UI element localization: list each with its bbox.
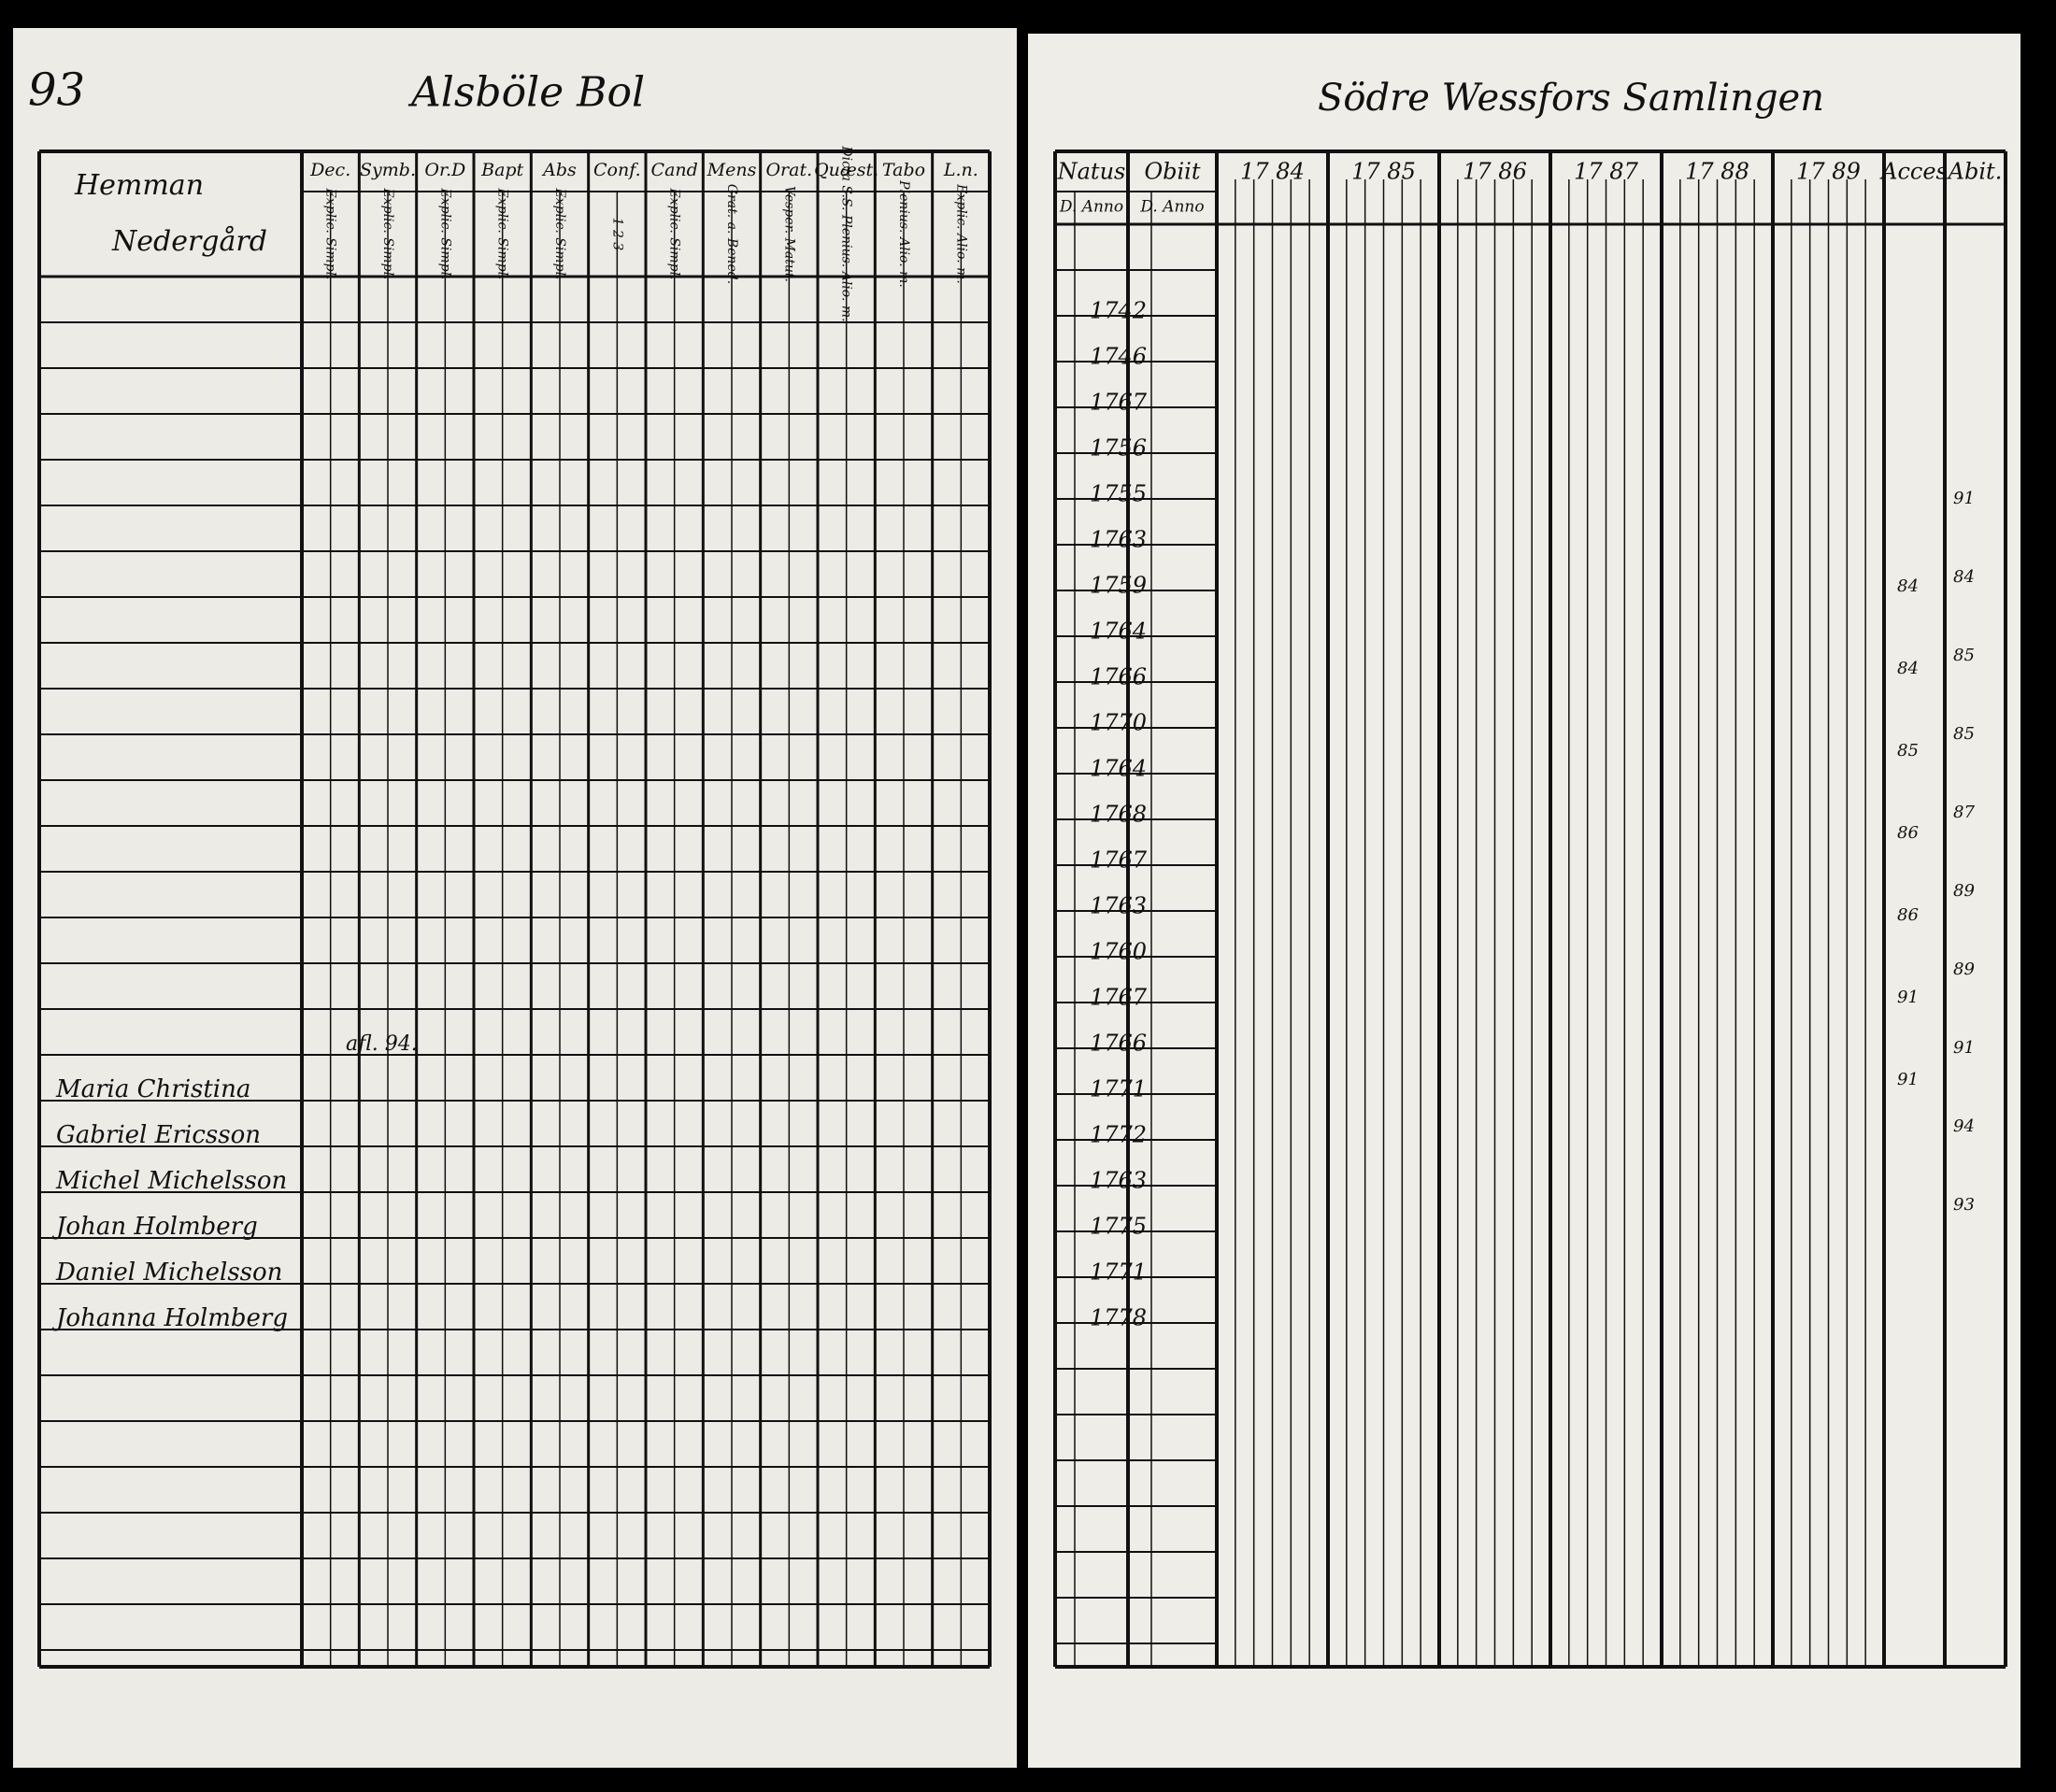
acces-note: 84 xyxy=(1897,576,1919,596)
birth-year: 1764 xyxy=(1090,619,1147,645)
column-head: L.n. xyxy=(943,160,978,180)
name-header: Nedergård xyxy=(111,225,267,258)
abit-note: 94 xyxy=(1953,1116,1975,1136)
column-head: Obiit xyxy=(1144,159,1200,185)
resident-name: Maria Christina xyxy=(55,1075,250,1103)
birth-year: 1767 xyxy=(1090,390,1148,416)
column-sub: Vesper. Matut. xyxy=(781,186,796,282)
abit-note: 91 xyxy=(1953,489,1975,508)
column-sub: Explic. Simpl. xyxy=(667,187,682,279)
resident-name: Daniel Michelsson xyxy=(55,1259,282,1287)
column-head: Conf. xyxy=(593,160,641,180)
acces-note: 91 xyxy=(1897,1070,1919,1089)
birth-year: 1763 xyxy=(1090,1168,1147,1194)
column-sub: Explic. Alio. m. xyxy=(953,183,968,284)
column-sub: D. Anno xyxy=(1139,198,1204,217)
column-head: Quæst. xyxy=(814,160,878,180)
note: afl. 94. xyxy=(346,1032,418,1056)
birth-year: 1763 xyxy=(1090,527,1147,553)
birth-year: 1760 xyxy=(1090,939,1147,965)
birth-year: 1770 xyxy=(1090,710,1147,736)
column-head: Mens xyxy=(707,160,757,180)
column-head: Or.D xyxy=(424,160,465,180)
birth-year: 1763 xyxy=(1090,893,1147,919)
resident-name: Johan Holmberg xyxy=(51,1213,258,1241)
left-paper xyxy=(13,28,1017,1768)
column-sub: Explic. Simpl. xyxy=(552,187,567,279)
birth-year: 1766 xyxy=(1090,1031,1147,1057)
column-head: Dec. xyxy=(309,160,350,180)
abit-note: 85 xyxy=(1953,646,1975,665)
birth-year: 1771 xyxy=(1090,1259,1147,1286)
abit-note: 89 xyxy=(1953,881,1975,901)
acces-note: 91 xyxy=(1897,988,1919,1007)
column-sub: Plenius. Alio. m. xyxy=(896,179,911,288)
column-sub: Dicta S.S. Plenius. Alio. m. xyxy=(839,145,854,321)
abit-note: 87 xyxy=(1953,803,1975,822)
birth-year: 1772 xyxy=(1090,1122,1147,1148)
right-title: Södre Wessfors Samlingen xyxy=(1318,77,1824,120)
column-sub: Explic. Simpl. xyxy=(380,187,395,279)
column-head: Tabo xyxy=(882,160,925,180)
acces-note: 85 xyxy=(1897,741,1919,761)
birth-year: 1768 xyxy=(1090,802,1147,828)
column-sub: Explic. Simpl. xyxy=(323,187,338,279)
birth-year: 1764 xyxy=(1090,756,1147,782)
resident-name: Johanna Holmberg xyxy=(51,1304,288,1332)
right-paper xyxy=(1028,34,2020,1768)
acces-note: 84 xyxy=(1897,659,1919,678)
birth-year: 1771 xyxy=(1090,1076,1147,1102)
birth-year: 1766 xyxy=(1090,664,1147,690)
birth-year: 1756 xyxy=(1090,435,1147,462)
birth-year: 1775 xyxy=(1090,1214,1147,1240)
column-head: Symb. xyxy=(360,160,416,180)
column-head: Natus xyxy=(1057,159,1126,185)
page-number: 93 xyxy=(28,64,85,117)
acces-note: 86 xyxy=(1897,905,1919,925)
column-head: Orat. xyxy=(765,160,812,180)
abit-note: 85 xyxy=(1953,724,1975,744)
resident-name: Gabriel Ericsson xyxy=(56,1121,261,1149)
birth-year: 1742 xyxy=(1090,298,1147,324)
abit-note: 93 xyxy=(1953,1195,1975,1215)
abit-note: 89 xyxy=(1953,960,1975,979)
column-head: Abs xyxy=(541,160,577,180)
column-sub: Grat. a. Bened. xyxy=(724,184,739,284)
column-sub: D. Anno xyxy=(1059,198,1123,217)
birth-year: 1746 xyxy=(1090,344,1147,370)
abit-note: 84 xyxy=(1953,567,1975,587)
birth-year: 1767 xyxy=(1090,985,1148,1011)
birth-year: 1767 xyxy=(1090,847,1148,874)
birth-year: 1755 xyxy=(1090,481,1147,507)
acces-note: 86 xyxy=(1897,823,1919,843)
abit-note: 91 xyxy=(1953,1038,1975,1058)
column-sub: 1 2 3 xyxy=(609,218,624,251)
column-head: Abit. xyxy=(1947,159,2003,185)
column-head: Cand xyxy=(651,160,698,180)
column-head: Acces xyxy=(1879,159,1948,185)
name-header: Hemman xyxy=(74,169,204,202)
column-sub: Explic. Simpl. xyxy=(437,187,452,279)
resident-name: Michel Michelsson xyxy=(55,1167,287,1195)
birth-year: 1778 xyxy=(1090,1305,1147,1331)
column-sub: Explic. Simpl. xyxy=(495,187,510,279)
left-title: Alsböle Bol xyxy=(407,69,645,117)
birth-year: 1759 xyxy=(1090,573,1147,599)
column-head: Bapt xyxy=(480,160,523,180)
